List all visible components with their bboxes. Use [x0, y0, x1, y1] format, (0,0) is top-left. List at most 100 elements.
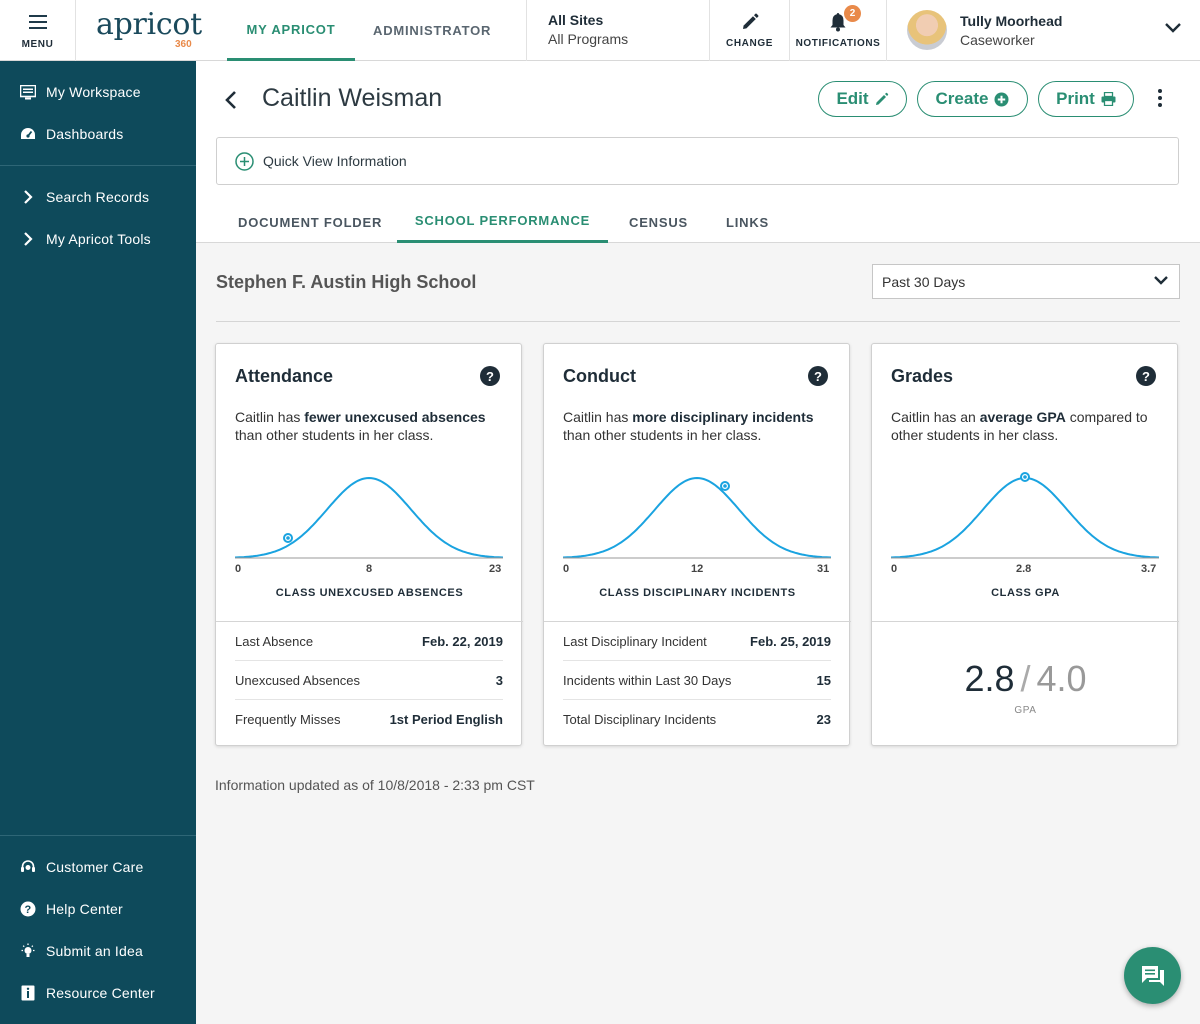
sidebar-item-dashboards[interactable]: Dashboards: [0, 114, 196, 154]
notification-count-badge: 2: [844, 5, 861, 22]
edit-button[interactable]: Edit: [818, 81, 907, 117]
tab-school-performance[interactable]: SCHOOL PERFORMANCE: [397, 201, 608, 243]
attendance-card: Attendance ? Caitlin has fewer unexcused…: [215, 343, 523, 746]
quick-view-toggle[interactable]: Quick View Information: [216, 137, 1179, 185]
card-divider: [216, 621, 523, 622]
distribution-curve: [891, 472, 1159, 559]
question-icon: ?: [20, 901, 36, 917]
lightbulb-icon: [20, 943, 36, 959]
hamburger-icon: [28, 15, 47, 29]
program-name: All Programs: [548, 31, 629, 47]
site-program-selector[interactable]: All Sites All Programs: [526, 0, 709, 61]
sidebar: My Workspace Dashboards Search Records M…: [0, 61, 196, 1024]
sidebar-item-search-records[interactable]: Search Records: [0, 177, 196, 217]
sidebar-item-label: My Apricot Tools: [46, 231, 151, 247]
sidebar-item-label: Search Records: [46, 189, 150, 205]
tick-min: 0: [563, 563, 570, 575]
bell-icon: [830, 13, 846, 32]
chat-button[interactable]: [1124, 947, 1181, 1004]
card-title: Attendance: [235, 366, 334, 386]
create-button[interactable]: Create: [917, 81, 1028, 117]
top-bar: MENU apricot 360 MY APRICOT ADMINISTRATO…: [0, 0, 1200, 61]
user-role: Caseworker: [960, 32, 1035, 48]
printer-icon: [1101, 92, 1116, 106]
chevron-down-icon: [1165, 23, 1181, 33]
main-content: Caitlin Weisman Edit Create Print Quick …: [196, 61, 1200, 1024]
tab-document-folder[interactable]: DOCUMENT FOLDER: [238, 214, 383, 230]
tab-administrator[interactable]: ADMINISTRATOR: [373, 23, 492, 38]
record-header: Caitlin Weisman Edit Create Print Quick …: [196, 61, 1200, 243]
updated-timestamp: Information updated as of 10/8/2018 - 2:…: [215, 777, 535, 793]
tick-min: 0: [235, 563, 242, 575]
axis-label: CLASS GPA: [991, 587, 1060, 599]
stat-row: Frequently Misses 1st Period English: [235, 712, 503, 727]
sidebar-item-resource-center[interactable]: Resource Center: [0, 973, 196, 1013]
help-icon[interactable]: ?: [480, 366, 500, 386]
tick-max: 31: [817, 563, 830, 575]
card-divider: [544, 621, 851, 622]
more-options-icon[interactable]: [1156, 89, 1164, 110]
tab-census[interactable]: CENSUS: [629, 214, 688, 230]
gpa-label: GPA: [1014, 705, 1037, 716]
sidebar-divider: [0, 835, 196, 836]
user-name: Tully Moorhead: [960, 13, 1063, 29]
tick-mid: 12: [691, 563, 704, 575]
tab-links[interactable]: LINKS: [726, 214, 769, 230]
notifications-button[interactable]: NOTIFICATIONS 2: [789, 0, 886, 61]
print-label: Print: [1056, 89, 1095, 108]
help-icon[interactable]: ?: [808, 366, 828, 386]
menu-button[interactable]: MENU: [0, 0, 76, 61]
section-divider: [216, 321, 1180, 322]
user-menu[interactable]: Tully Moorhead Caseworker: [886, 0, 1200, 61]
conduct-card: Conduct ? Caitlin has more disciplinary …: [543, 343, 851, 746]
card-description: Caitlin has fewer unexcused absences tha…: [235, 409, 486, 443]
sidebar-item-label: Dashboards: [46, 126, 124, 142]
chevron-right-icon: [20, 231, 36, 247]
tab-my-apricot[interactable]: MY APRICOT: [227, 0, 355, 61]
sidebar-item-label: Resource Center: [46, 985, 155, 1001]
logo-word: apricot: [96, 7, 202, 42]
chat-icon: [1141, 965, 1164, 986]
sidebar-item-help-center[interactable]: ? Help Center: [0, 889, 196, 929]
tick-max: 23: [489, 563, 502, 575]
stat-row: Last Absence Feb. 22, 2019: [235, 622, 503, 661]
menu-label: MENU: [21, 39, 54, 50]
help-icon[interactable]: ?: [1136, 366, 1156, 386]
headset-icon: [20, 859, 36, 875]
grades-card: Grades ? Caitlin has an average GPA comp…: [871, 343, 1179, 746]
card-title: Grades: [891, 366, 954, 386]
school-name: Stephen F. Austin High School: [216, 272, 477, 292]
print-button[interactable]: Print: [1038, 81, 1134, 117]
sidebar-item-my-workspace[interactable]: My Workspace: [0, 72, 196, 112]
sidebar-item-customer-care[interactable]: Customer Care: [0, 847, 196, 887]
stat-row: Unexcused Absences 3: [235, 661, 503, 700]
change-button[interactable]: CHANGE: [709, 0, 789, 61]
sidebar-item-label: Help Center: [46, 901, 123, 917]
monitor-icon: [20, 84, 36, 100]
back-arrow-icon[interactable]: [224, 89, 238, 111]
logo-sub: 360: [175, 39, 192, 50]
period-select[interactable]: Past 30 Days: [872, 264, 1180, 299]
plus-circle-icon: [235, 151, 254, 171]
page-title: Caitlin Weisman: [262, 84, 443, 112]
pencil-icon: [875, 92, 888, 105]
apricot-logo[interactable]: apricot 360: [96, 8, 206, 56]
chevron-down-icon: [1154, 276, 1168, 285]
card-description: Caitlin has more disciplinary incidents …: [563, 409, 814, 443]
sidebar-item-my-apricot-tools[interactable]: My Apricot Tools: [0, 219, 196, 259]
sidebar-item-label: Customer Care: [46, 859, 144, 875]
change-label: CHANGE: [726, 38, 773, 49]
pencil-icon: [742, 13, 758, 29]
sidebar-item-label: Submit an Idea: [46, 943, 143, 959]
info-icon: [20, 985, 36, 1001]
site-name: All Sites: [548, 12, 604, 28]
create-label: Create: [935, 89, 989, 108]
sidebar-item-label: My Workspace: [46, 84, 141, 100]
quick-view-label: Quick View Information: [263, 153, 407, 169]
sidebar-item-submit-idea[interactable]: Submit an Idea: [0, 931, 196, 971]
card-title: Conduct: [563, 366, 636, 386]
svg-text:?: ?: [25, 904, 32, 916]
tick-mid: 8: [366, 563, 373, 575]
distribution-curve: [235, 476, 503, 559]
plus-circle-icon: [994, 92, 1009, 106]
